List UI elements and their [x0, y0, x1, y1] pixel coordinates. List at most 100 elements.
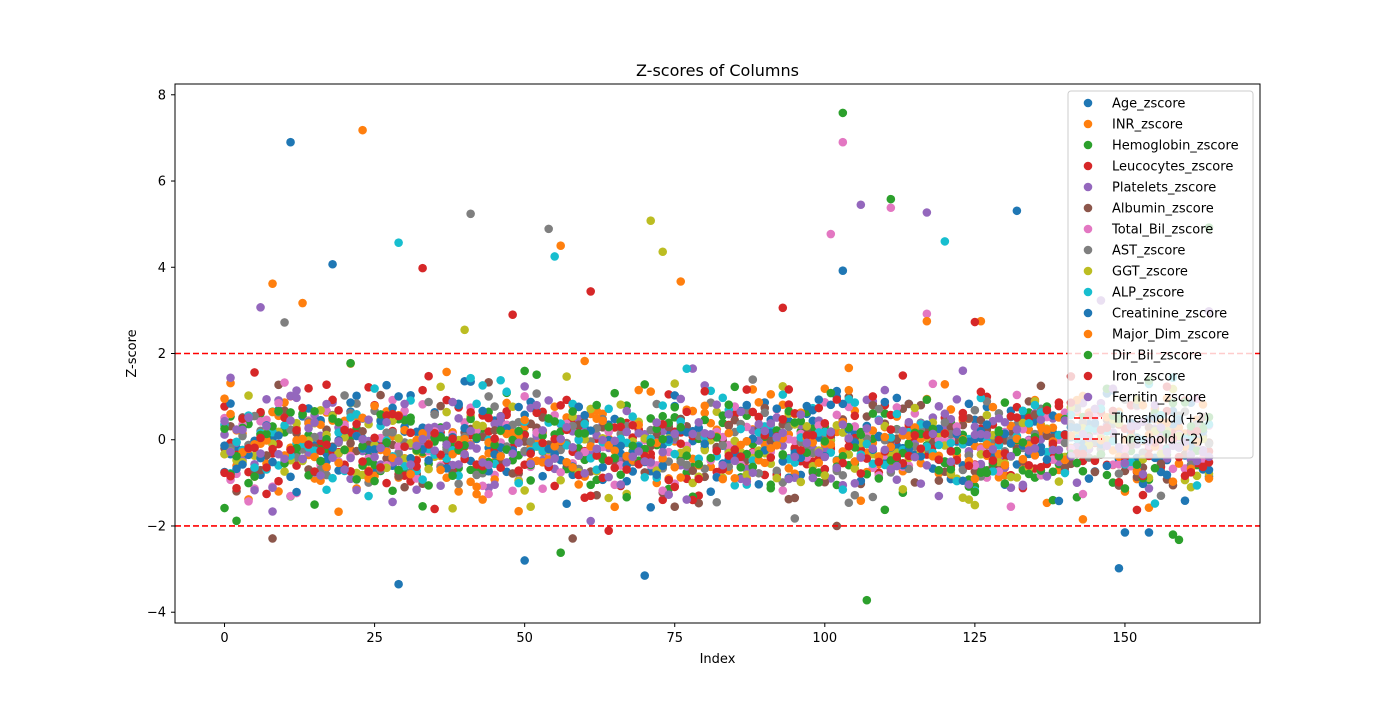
- data-point: [274, 398, 283, 408]
- data-point: [556, 475, 565, 485]
- data-point: [676, 473, 686, 482]
- data-point: [442, 421, 451, 431]
- data-point: [646, 438, 656, 447]
- data-point: [598, 416, 607, 426]
- data-point: [1000, 460, 1010, 470]
- data-point: [1132, 505, 1142, 515]
- legend-marker: [1083, 287, 1093, 297]
- data-point: [778, 457, 788, 466]
- data-point: [1006, 438, 1016, 448]
- data-point: [1018, 438, 1028, 447]
- data-point: [1114, 469, 1124, 478]
- data-point: [352, 475, 361, 484]
- data-point: [730, 445, 740, 454]
- legend-label: AST_zscore: [1112, 244, 1185, 259]
- y-tick-label: 8: [158, 88, 166, 103]
- data-point: [1138, 490, 1148, 500]
- data-point: [472, 433, 481, 442]
- data-point: [232, 516, 241, 526]
- data-point: [640, 380, 650, 389]
- data-point: [274, 406, 283, 416]
- data-point: [286, 408, 295, 417]
- data-point: [1012, 206, 1022, 216]
- data-point: [826, 427, 836, 437]
- data-point: [280, 318, 289, 327]
- data-point: [232, 437, 241, 447]
- data-point: [544, 396, 553, 405]
- data-point: [370, 433, 379, 443]
- data-point: [700, 439, 710, 449]
- data-point: [358, 125, 367, 135]
- data-point: [994, 428, 1004, 437]
- data-point: [694, 418, 704, 427]
- data-point: [772, 404, 782, 414]
- data-point: [874, 404, 884, 414]
- data-point: [976, 468, 986, 478]
- data-point: [478, 421, 487, 431]
- data-point: [808, 430, 818, 440]
- data-point: [292, 425, 301, 435]
- data-point: [292, 393, 301, 403]
- data-point: [454, 440, 463, 450]
- data-point: [472, 399, 481, 409]
- data-point: [922, 395, 932, 404]
- data-point: [892, 452, 902, 462]
- data-point: [694, 459, 704, 469]
- data-point: [946, 405, 956, 414]
- data-point: [580, 429, 589, 438]
- data-point: [334, 437, 343, 446]
- data-point: [346, 453, 355, 463]
- data-point: [1078, 489, 1088, 499]
- legend-label: Age_zscore: [1112, 97, 1185, 112]
- data-point: [220, 441, 229, 450]
- data-point: [322, 380, 331, 389]
- data-point: [922, 316, 932, 326]
- data-point: [262, 463, 271, 472]
- chart-title: Z-scores of Columns: [636, 61, 799, 80]
- data-point: [394, 392, 403, 401]
- legend-marker: [1083, 371, 1093, 381]
- data-point: [796, 477, 806, 487]
- data-point: [646, 502, 656, 512]
- data-point: [322, 399, 331, 409]
- data-point: [226, 373, 235, 383]
- data-point: [358, 457, 367, 466]
- data-point: [814, 395, 824, 404]
- data-point: [622, 427, 632, 437]
- data-point: [682, 495, 692, 504]
- data-point: [1042, 455, 1052, 464]
- data-point: [370, 384, 379, 393]
- data-point: [604, 441, 613, 450]
- data-point: [562, 457, 571, 467]
- data-point: [850, 478, 860, 488]
- data-point: [616, 422, 626, 432]
- data-point: [850, 464, 860, 473]
- data-point: [454, 471, 463, 480]
- data-point: [988, 444, 998, 454]
- data-point: [988, 402, 998, 412]
- data-point: [754, 398, 764, 407]
- data-point: [1042, 472, 1052, 481]
- data-point: [886, 425, 896, 434]
- data-point: [922, 461, 932, 470]
- data-point: [418, 501, 427, 511]
- data-point: [646, 216, 656, 225]
- data-point: [382, 478, 391, 488]
- data-point: [364, 491, 373, 501]
- data-point: [220, 394, 229, 403]
- scatter-points: [220, 108, 1214, 605]
- data-point: [838, 399, 848, 409]
- data-point: [220, 416, 229, 426]
- data-point: [436, 465, 445, 475]
- data-point: [886, 194, 896, 204]
- data-point: [664, 475, 674, 485]
- data-point: [838, 137, 848, 147]
- data-point: [796, 446, 806, 455]
- legend-label: Creatinine_zscore: [1112, 307, 1227, 322]
- data-point: [814, 403, 824, 413]
- data-point: [1012, 425, 1022, 434]
- data-point: [310, 418, 319, 427]
- data-point: [550, 252, 559, 261]
- data-point: [838, 485, 848, 494]
